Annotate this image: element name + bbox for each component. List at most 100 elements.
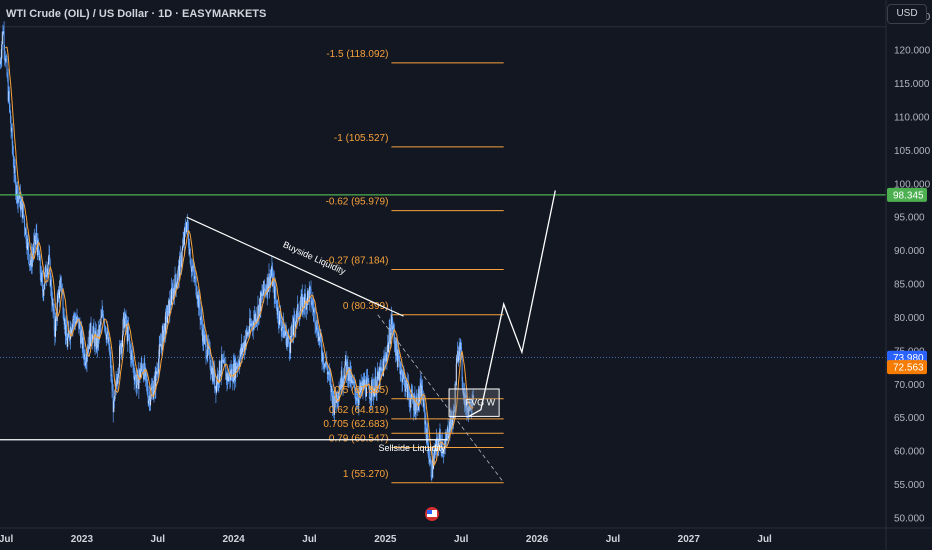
candle-body — [309, 286, 311, 289]
candle-body — [339, 389, 341, 392]
candle-body — [260, 292, 262, 312]
candle-body — [169, 298, 171, 316]
candle-body — [323, 364, 325, 366]
price-axis-tick: 85.000 — [894, 280, 925, 291]
moving-average-line — [5, 46, 474, 466]
candle-body — [43, 284, 45, 289]
candle-body — [437, 439, 439, 447]
candle-body — [94, 334, 96, 347]
candle-body — [154, 376, 156, 390]
candle-body — [174, 275, 176, 297]
candle-body — [262, 293, 264, 296]
candle-body — [254, 314, 256, 323]
candle-body — [211, 366, 213, 382]
candle-body — [332, 393, 334, 408]
candle-body — [134, 375, 136, 377]
candle-body — [328, 372, 330, 375]
candle-body — [454, 410, 456, 412]
fib-level-label: -0.27 (87.184) — [326, 255, 389, 266]
candle-body — [417, 409, 419, 411]
candle-body — [270, 274, 272, 276]
time-axis-tick: Jul — [302, 534, 317, 545]
candle-body — [109, 354, 111, 359]
candles — [0, 21, 474, 482]
candle-body — [129, 344, 131, 348]
candle-body — [82, 337, 84, 349]
candle-body — [35, 232, 37, 240]
candle-body — [267, 277, 269, 292]
candle-body — [396, 339, 398, 354]
candle-body — [236, 366, 238, 368]
candle-body — [119, 345, 121, 367]
candle-body — [433, 463, 435, 469]
candle-body — [177, 270, 179, 281]
candle-body — [14, 166, 16, 179]
candle-body — [427, 428, 429, 444]
candle-body — [444, 439, 446, 448]
candle-body — [5, 58, 7, 60]
candle-body — [11, 127, 13, 146]
candle-body — [276, 309, 278, 315]
candle-body — [166, 316, 168, 323]
candle-body — [456, 350, 458, 355]
candle-body — [9, 104, 11, 112]
candle-body — [62, 293, 64, 314]
symbol-title[interactable]: WTI Crude (OIL) / US Dollar · 1D · EASYM… — [6, 8, 267, 20]
candle-body — [14, 166, 16, 174]
candle-body — [252, 326, 254, 330]
candle-body — [185, 231, 187, 233]
candle-body — [171, 287, 173, 290]
candle-body — [89, 330, 91, 347]
candle-body — [277, 307, 279, 315]
candle-body — [71, 329, 73, 334]
candle-body — [18, 195, 20, 198]
candle-body — [280, 322, 282, 331]
candle-body — [327, 372, 329, 375]
candle-body — [437, 446, 439, 450]
candle-body — [246, 330, 248, 333]
candle-body — [305, 297, 307, 310]
candle-body — [27, 238, 29, 243]
candle-body — [470, 408, 472, 410]
candle-body — [146, 381, 148, 385]
candle-body — [41, 272, 43, 280]
time-axis-tick: Jul — [757, 534, 772, 545]
currency-button[interactable]: USD — [887, 4, 927, 24]
candle-body — [274, 285, 276, 299]
candle-body — [270, 275, 272, 278]
candle-body — [33, 235, 35, 243]
candle-body — [422, 399, 424, 407]
candle-body — [407, 384, 409, 398]
candle-body — [377, 371, 379, 380]
candle-body — [3, 31, 5, 34]
chart-area[interactable]: -1.5 (118.092) -1 (105.527) -0.62 (95.979)… — [0, 0, 886, 528]
candle-body — [81, 329, 83, 349]
candle-body — [406, 379, 408, 398]
candle-body — [245, 330, 247, 340]
candle-body — [268, 273, 270, 287]
candle-body — [234, 359, 236, 381]
candle-body — [100, 317, 102, 325]
candle-body — [419, 386, 421, 397]
price-chart[interactable]: -1.5 (118.092) -1 (105.527) -0.62 (95.979)… — [0, 0, 886, 528]
candle-body — [311, 301, 313, 305]
candle-body — [161, 344, 163, 350]
candle-body — [4, 55, 6, 62]
candle-body — [203, 329, 205, 345]
candle-body — [3, 31, 5, 50]
candle-body — [344, 355, 346, 366]
candle-body — [63, 320, 65, 325]
candle-body — [216, 380, 218, 385]
candle-body — [304, 293, 306, 308]
candle-body — [285, 328, 287, 336]
candle-body — [325, 361, 327, 365]
candle-body — [447, 426, 449, 439]
price-axis-tick: 105.000 — [894, 146, 931, 157]
candle-body — [322, 352, 324, 365]
candle-body — [463, 388, 465, 396]
candle-body — [391, 315, 393, 325]
candle-body — [420, 383, 422, 387]
candle-body — [370, 397, 372, 401]
candle-body — [431, 477, 433, 479]
candle-body — [110, 374, 112, 376]
